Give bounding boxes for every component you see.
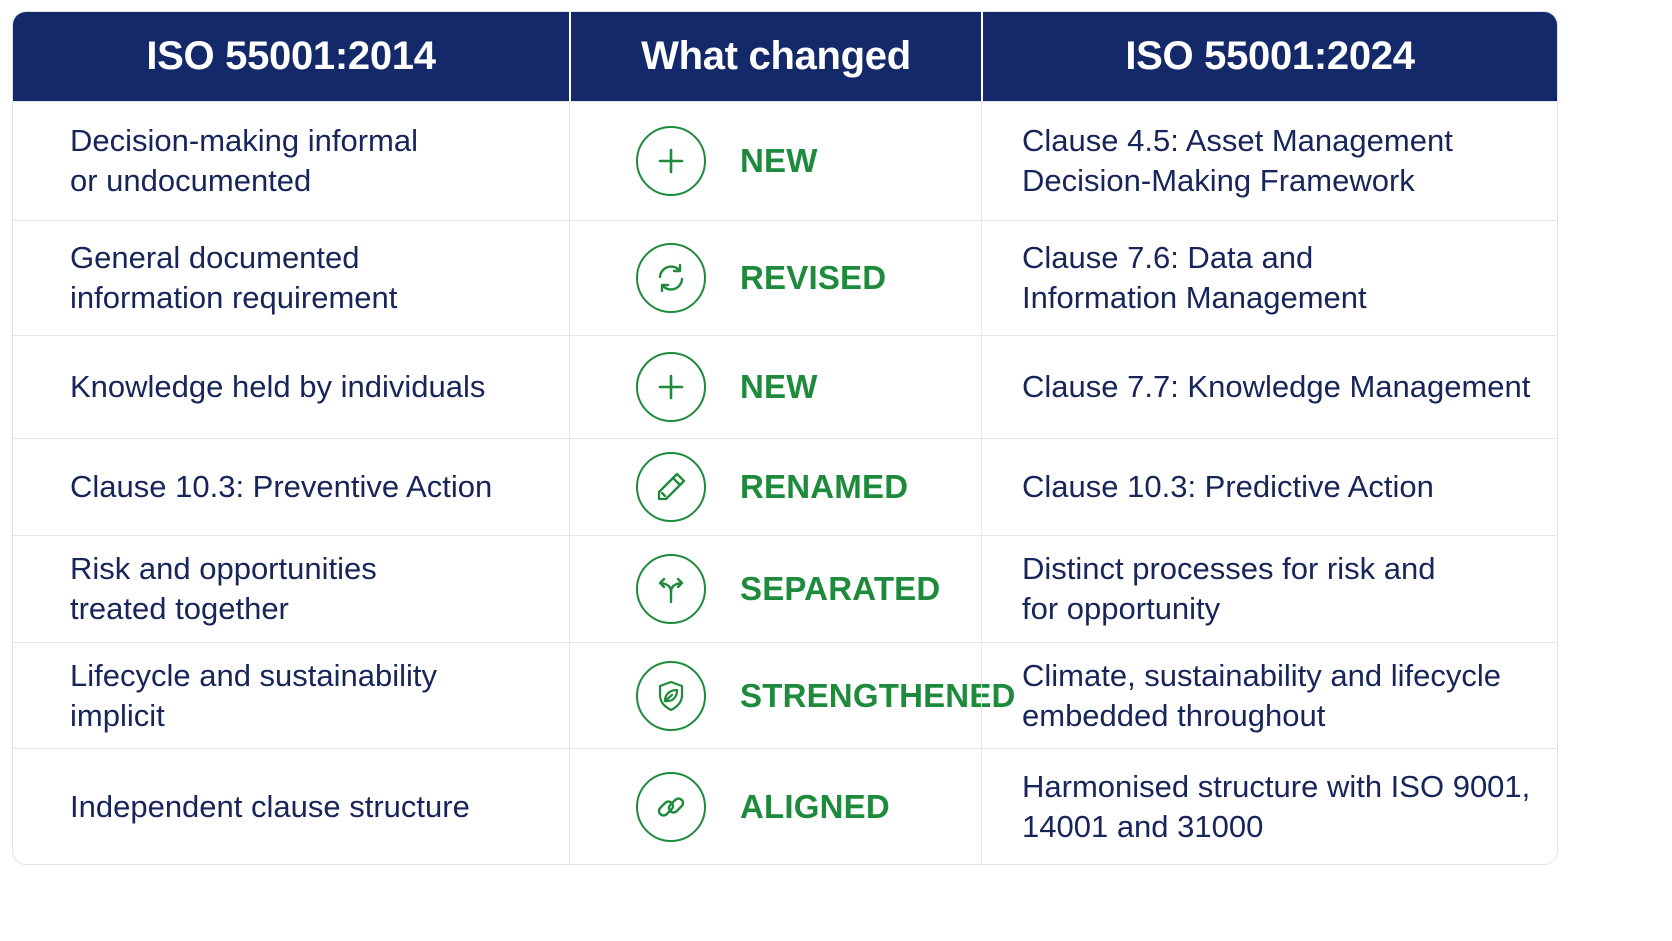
old-text: General documented information requireme… (70, 240, 398, 315)
split-arrows-icon (636, 554, 706, 624)
new-cell: Clause 10.3: Predictive Action (981, 439, 1557, 535)
old-cell: Decision-making informal or undocumented (13, 102, 569, 220)
plus-icon (636, 352, 706, 422)
new-cell: Clause 7.6: Data and Information Managem… (981, 221, 1557, 335)
header-what-changed: What changed (569, 12, 981, 101)
old-cell: Lifecycle and sustainability implicit (13, 643, 569, 748)
table-row: Clause 10.3: Preventive Action RENAMED C… (13, 438, 1557, 535)
new-cell: Distinct processes for risk and for oppo… (981, 536, 1557, 642)
old-text: Risk and opportunities treated together (70, 551, 377, 626)
new-text: Clause 4.5: Asset Management Decision-Ma… (1022, 123, 1453, 198)
shield-leaf-icon (636, 660, 706, 731)
old-text: Knowledge held by individuals (70, 369, 486, 404)
old-text: Lifecycle and sustainability implicit (70, 657, 438, 733)
change-status: NEW (740, 142, 818, 179)
link-icon (636, 772, 706, 842)
change-status: SEPARATED (740, 570, 941, 607)
old-cell: Knowledge held by individuals (13, 336, 569, 438)
old-text: Decision-making informal or undocumented (70, 123, 419, 198)
table-row: General documented information requireme… (13, 220, 1557, 335)
new-text: Clause 7.7: Knowledge Management (1022, 369, 1531, 404)
new-cell: Climate, sustainability and lifecycle em… (981, 643, 1557, 748)
old-cell: Risk and opportunities treated together (13, 536, 569, 642)
plus-icon (636, 126, 706, 196)
change-status: STRENGTHENED (740, 676, 1016, 714)
change-status: RENAMED (740, 468, 909, 505)
table-row: Risk and opportunities treated together … (13, 535, 1557, 642)
new-text: Clause 10.3: Predictive Action (1022, 469, 1434, 504)
table-row: Knowledge held by individuals NEW Clause… (13, 335, 1557, 438)
new-text: Clause 7.6: Data and Information Managem… (1022, 240, 1367, 315)
old-cell: Clause 10.3: Preventive Action (13, 439, 569, 535)
comparison-table: ISO 55001:2014 What changed ISO 55001:20… (12, 11, 1558, 865)
change-status: ALIGNED (740, 788, 890, 825)
old-cell: Independent clause structure (13, 749, 569, 864)
new-cell: Harmonised structure with ISO 9001, 1400… (981, 749, 1557, 864)
new-text: Climate, sustainability and lifecycle em… (1022, 657, 1501, 733)
change-cell: NEW (569, 102, 981, 220)
old-text: Independent clause structure (70, 789, 470, 824)
pencil-icon (636, 452, 706, 522)
header-old-standard: ISO 55001:2014 (146, 34, 436, 78)
header-new-standard: ISO 55001:2024 (981, 12, 1557, 101)
new-cell: Clause 4.5: Asset Management Decision-Ma… (981, 102, 1557, 220)
change-cell: RENAMED (569, 439, 981, 535)
change-cell: ALIGNED (569, 749, 981, 864)
table-row: Lifecycle and sustainability implicit ST… (13, 642, 1557, 748)
refresh-icon (636, 243, 706, 313)
old-cell: General documented information requireme… (13, 221, 569, 335)
change-cell: NEW (569, 336, 981, 438)
table-row: Decision-making informal or undocumented… (13, 101, 1557, 220)
table-row: Independent clause structure ALIGNED Har… (13, 748, 1557, 864)
change-cell: STRENGTHENED (569, 643, 1015, 748)
old-text: Clause 10.3: Preventive Action (70, 469, 493, 504)
new-cell: Clause 7.7: Knowledge Management (981, 336, 1557, 438)
change-cell: SEPARATED (569, 536, 981, 642)
new-text: Harmonised structure with ISO 9001, 1400… (1022, 769, 1531, 844)
change-cell: REVISED (569, 221, 981, 335)
change-status: REVISED (740, 259, 887, 296)
change-status: NEW (740, 368, 818, 405)
table-header: ISO 55001:2014 What changed ISO 55001:20… (13, 12, 1557, 101)
new-text: Distinct processes for risk and for oppo… (1022, 551, 1436, 626)
